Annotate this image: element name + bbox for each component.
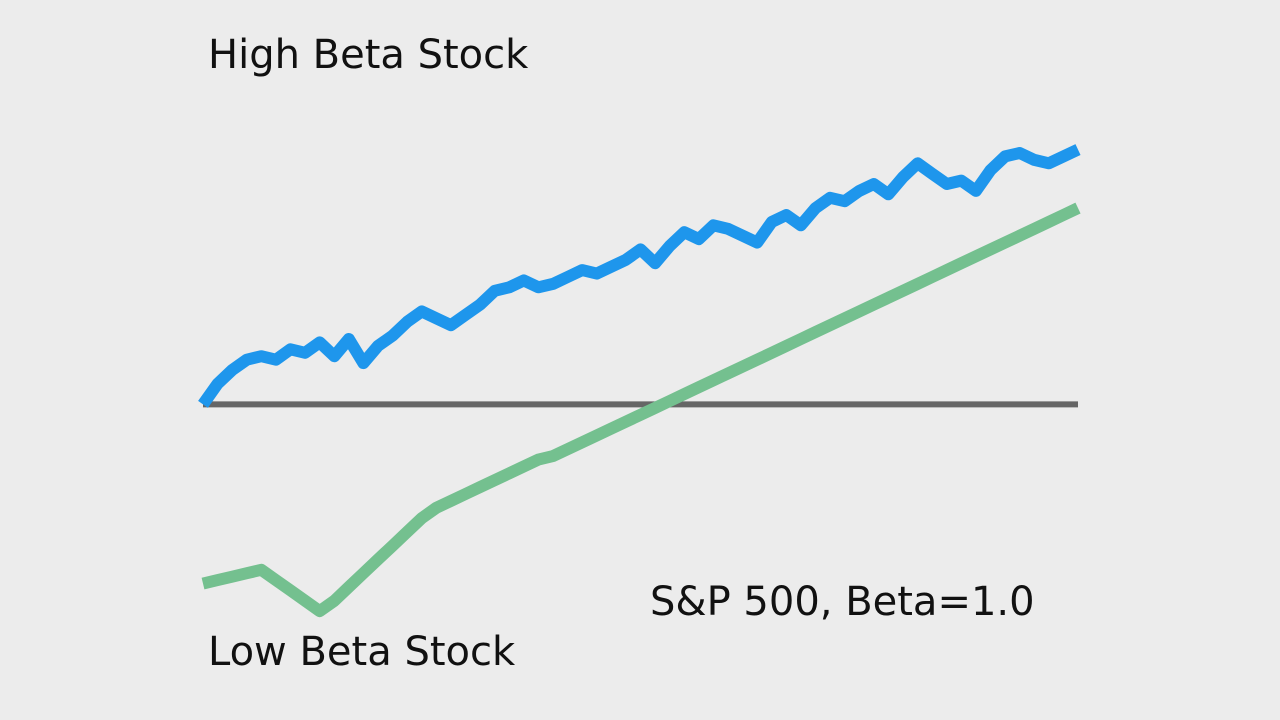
series-layer (198, 144, 1081, 618)
high-beta-label: High Beta Stock (208, 32, 529, 78)
low-beta-line (201, 202, 1081, 618)
sp500-label: S&P 500, Beta=1.0 (650, 579, 1035, 625)
low-beta-label: Low Beta Stock (208, 629, 516, 675)
high-beta-line (198, 144, 1081, 408)
